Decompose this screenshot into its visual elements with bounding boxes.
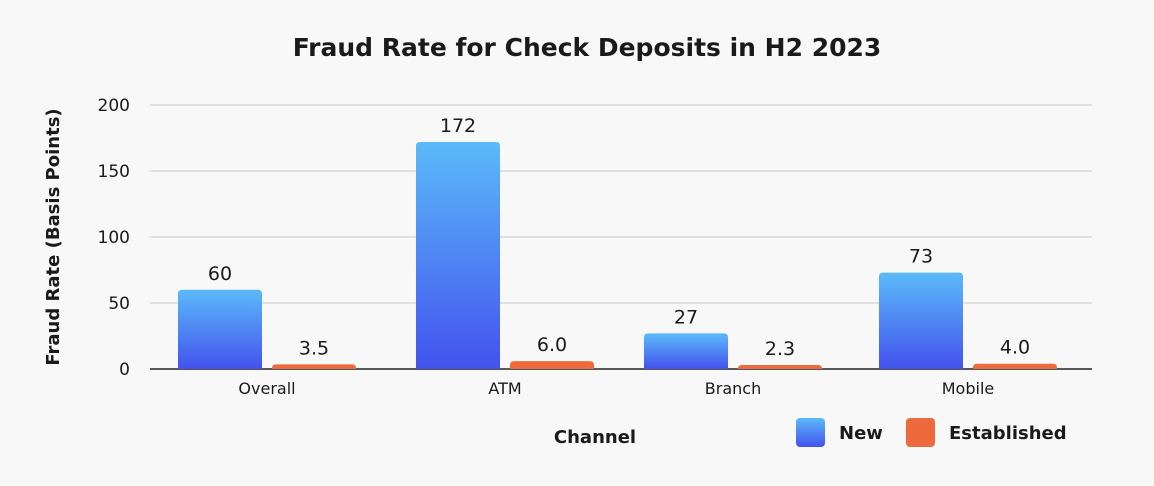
bar-new-mobile [879, 272, 963, 369]
y-tick-label: 200 [98, 96, 130, 116]
y-tick-label: 0 [119, 360, 130, 380]
x-tick-label: Branch [705, 379, 761, 398]
x-tick-label: Mobile [942, 379, 994, 398]
bar-established-mobile [973, 363, 1057, 369]
data-label: 6.0 [537, 334, 567, 356]
x-tick-label: Overall [238, 379, 295, 398]
data-label: 73 [909, 246, 933, 268]
bar-new-overall [178, 289, 262, 369]
legend: New Established [796, 418, 1067, 447]
legend-label: Established [949, 423, 1067, 444]
legend-swatch-new [796, 418, 825, 447]
legend-label: New [839, 423, 883, 444]
bar-established-branch [738, 365, 822, 369]
bar-established-atm [510, 361, 594, 369]
data-label: 2.3 [765, 338, 795, 360]
x-tick-label: ATM [488, 379, 521, 398]
data-label: 60 [208, 263, 232, 285]
y-tick-label: 50 [108, 294, 130, 314]
bar-new-branch [644, 333, 728, 369]
y-tick-label: 100 [98, 228, 130, 248]
bar-established-overall [272, 364, 356, 369]
bar-new-atm [416, 141, 500, 369]
y-tick-label: 150 [98, 162, 130, 182]
legend-swatch-established [906, 418, 935, 447]
y-axis-title: Fraud Rate (Basis Points) [43, 108, 64, 365]
data-label: 27 [674, 306, 698, 328]
data-label: 3.5 [299, 337, 329, 359]
x-axis-title: Channel [554, 427, 636, 448]
data-label: 4.0 [1000, 337, 1030, 359]
chart-title: Fraud Rate for Check Deposits in H2 2023 [293, 33, 882, 62]
data-label: 172 [440, 115, 476, 137]
